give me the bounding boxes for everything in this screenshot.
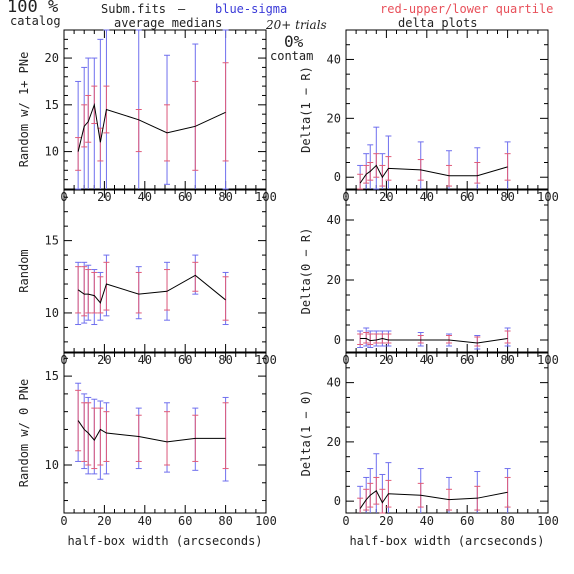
x-tick-label: 100 [255,514,277,528]
contam-label: contam [270,49,314,63]
panel-5: 0 20 40 60 80 100 10 15 Random w/ 0 PNe half-box … [17,352,277,548]
x-tick-label: 100 [537,514,559,528]
x-tick-label: 80 [500,514,514,528]
y-axis-label: Random [17,249,31,292]
x-tick-label: 20 [97,514,111,528]
x-tick-label: 20 [379,514,393,528]
medians-label: average medians [114,16,223,30]
trials-label: 20+ trials [266,18,327,32]
y-axis-label: Delta(1 − R) [299,66,313,153]
y-tick-label: 15 [45,234,59,248]
x-axis-label: half-box width (arcseconds) [349,534,544,548]
catalog-label: catalog [10,14,61,28]
percent-label: 100 % [7,0,59,17]
y-tick-label: 40 [327,52,341,66]
y-tick-label: 0 [334,333,341,347]
y-tick-label: 0 [334,494,341,508]
y-axis-label: Random w/ 1+ PNe [17,52,31,168]
median-line [77,274,226,304]
x-tick-label: 60 [460,514,474,528]
y-tick-label: 20 [327,273,341,287]
y-tick-label: 10 [45,458,59,472]
x-tick-label: 0 [60,514,67,528]
dash-label: – [178,2,186,16]
y-tick-label: 20 [327,111,341,125]
y-tick-label: 40 [327,213,341,227]
red-quartile-label: red-upper/lower quartile [380,2,554,16]
x-tick-label: 40 [138,514,152,528]
median-line [359,164,508,184]
x-tick-label: 80 [218,514,232,528]
median-line [360,337,508,344]
median-line [77,420,226,443]
contam-percent-label: 0% [284,32,304,51]
y-tick-label: 40 [327,376,341,390]
y-tick-label: 10 [45,306,59,320]
y-axis-label: Delta(1 − 0) [299,390,313,477]
y-tick-label: 10 [45,145,59,159]
panel-6: 0 20 40 60 80 100 0 20 40 Delta(1 − 0) half-box wi… [299,352,559,548]
x-tick-label: 60 [178,514,192,528]
file-label: Subm.fits [101,2,167,16]
y-tick-label: 15 [45,369,59,383]
y-tick-label: 15 [45,98,59,112]
y-tick-label: 20 [45,51,59,65]
y-tick-label: 0 [334,170,341,184]
blue-sigma-label: blue-sigma [215,2,288,16]
x-axis-label: half-box width (arcseconds) [67,534,262,548]
median-line [359,490,508,509]
y-tick-label: 20 [327,435,341,449]
panel-1: 020406080100101520Random w/ 1+ PNe [17,29,277,204]
x-tick-label: 0 [342,514,349,528]
x-tick-label: 40 [420,514,434,528]
median-line [77,102,226,152]
y-axis-label: Random w/ 0 PNe [17,379,31,487]
y-axis-label: Delta(0 − R) [299,228,313,315]
delta-plots-label: delta plots [398,16,478,30]
plot-frame [345,189,549,353]
